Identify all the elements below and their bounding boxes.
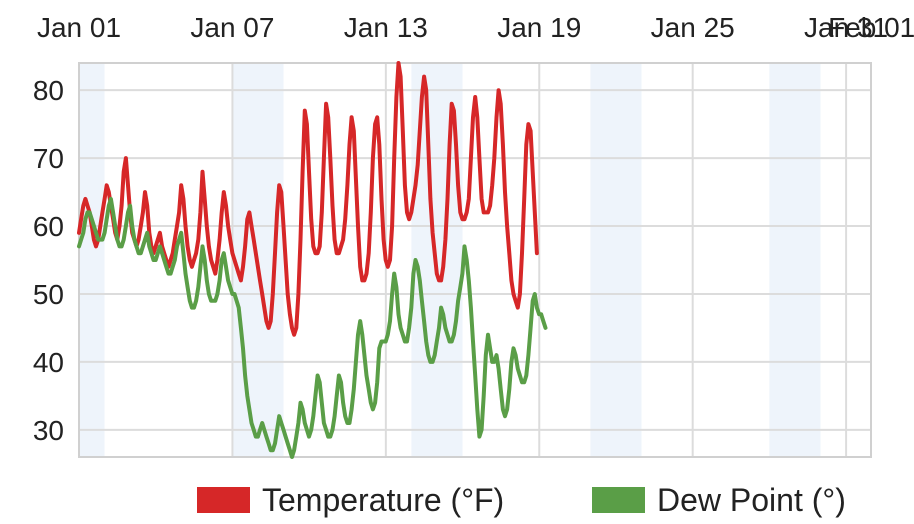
dew-point-swatch-icon	[592, 487, 645, 513]
weekend-band	[79, 63, 105, 457]
weekend-band	[615, 63, 642, 457]
y-tick-label: 40	[33, 347, 64, 378]
x-tick-label: Feb 01	[828, 12, 914, 43]
temperature-line	[77, 61, 539, 337]
temperature-swatch-icon	[197, 487, 250, 513]
weekend-band	[769, 63, 795, 457]
y-tick-label: 70	[33, 143, 64, 174]
y-axis-tick-labels: 30 40 50 60 70 80	[33, 75, 64, 446]
y-tick-label: 60	[33, 211, 64, 242]
legend-label-temperature: Temperature (°F)	[262, 481, 505, 518]
weekend-band	[794, 63, 821, 457]
x-tick-label: Jan 07	[190, 12, 274, 43]
dew-point-line	[77, 196, 548, 459]
weekend-band	[257, 63, 284, 457]
y-tick-label: 50	[33, 279, 64, 310]
x-tick-label: Jan 25	[651, 12, 735, 43]
horizontal-gridlines	[79, 89, 871, 431]
x-tick-label: Jan 31	[804, 12, 888, 43]
x-tick-label: Jan 13	[344, 12, 428, 43]
x-tick-label: Jan 19	[497, 12, 581, 43]
y-tick-label: 80	[33, 75, 64, 106]
legend-label-dew-point: Dew Point (°)	[657, 481, 846, 518]
series-lines	[77, 61, 548, 459]
y-tick-label: 30	[33, 415, 64, 446]
legend-item-temperature[interactable]: Temperature (°F)	[197, 478, 504, 522]
weather-line-chart: Jan 01 Jan 07 Jan 13 Jan 19 Jan 25 Jan 31Feb …	[33, 12, 914, 459]
plot-frame	[78, 62, 872, 458]
legend: Temperature (°F) Dew Point (°)	[0, 478, 914, 522]
legend-item-dew-point[interactable]: Dew Point (°)	[592, 478, 846, 522]
x-tick-label: Jan 01	[37, 12, 121, 43]
weekend-band	[590, 63, 616, 457]
x-axis-tick-labels: Jan 01 Jan 07 Jan 13 Jan 19 Jan 25 Jan 31Feb …	[37, 12, 914, 43]
